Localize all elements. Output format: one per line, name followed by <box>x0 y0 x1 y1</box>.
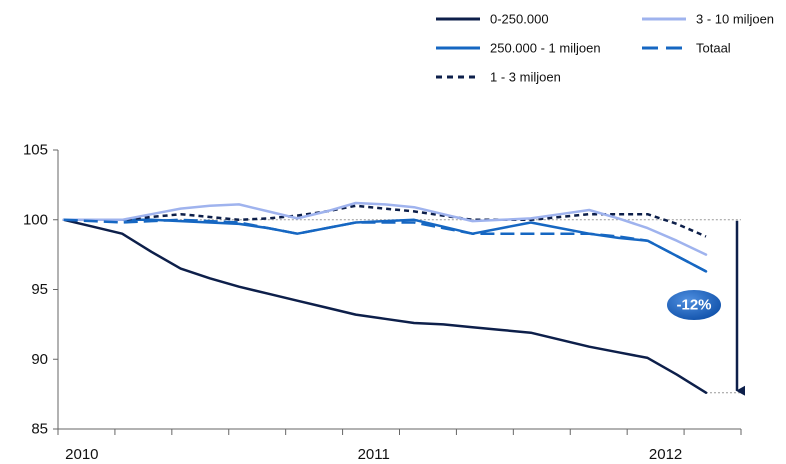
legend-label: 3 - 10 miljoen <box>696 12 774 27</box>
y-tick-label: 85 <box>31 421 48 438</box>
axes: 85 90 95 100 105 2010 2011 2012 <box>23 142 742 463</box>
y-tick-label: 90 <box>31 351 48 368</box>
y-tick-label: 95 <box>31 281 48 298</box>
legend-item-4: Totaal <box>642 41 731 56</box>
series-line-4 <box>63 218 707 273</box>
series-line-0 <box>62 218 708 394</box>
legend-label: 0-250.000 <box>490 12 549 27</box>
legend-label: 1 - 3 miljoen <box>490 70 561 85</box>
legend-label: Totaal <box>696 41 731 56</box>
decline-badge-shape <box>665 288 723 322</box>
legend-item-1: 250.000 - 1 miljoen <box>436 41 601 56</box>
legend-label: 250.000 - 1 miljoen <box>490 41 601 56</box>
decline-badge: -12% <box>665 288 723 322</box>
series-line-3 <box>62 201 708 256</box>
x-tick-label: 2010 <box>65 446 98 463</box>
y-tick-label: 100 <box>23 211 48 228</box>
legend-item-0: 0-250.000 <box>436 12 549 27</box>
y-ticks: 85 90 95 100 105 <box>23 142 58 438</box>
series-line-1 <box>62 218 708 273</box>
legend-item-3: 3 - 10 miljoen <box>642 12 774 27</box>
decline-badge-label: -12% <box>676 297 711 314</box>
legend: 0-250.000 250.000 - 1 miljoen 1 - 3 miljoe… <box>436 12 774 85</box>
series-group <box>62 201 708 394</box>
legend-item-2: 1 - 3 miljoen <box>436 70 561 85</box>
x-ticks: 2010 2011 2012 <box>57 429 742 463</box>
y-tick-label: 105 <box>23 142 48 159</box>
x-tick-label: 2012 <box>649 446 682 463</box>
x-tick-label: 2011 <box>358 446 390 463</box>
